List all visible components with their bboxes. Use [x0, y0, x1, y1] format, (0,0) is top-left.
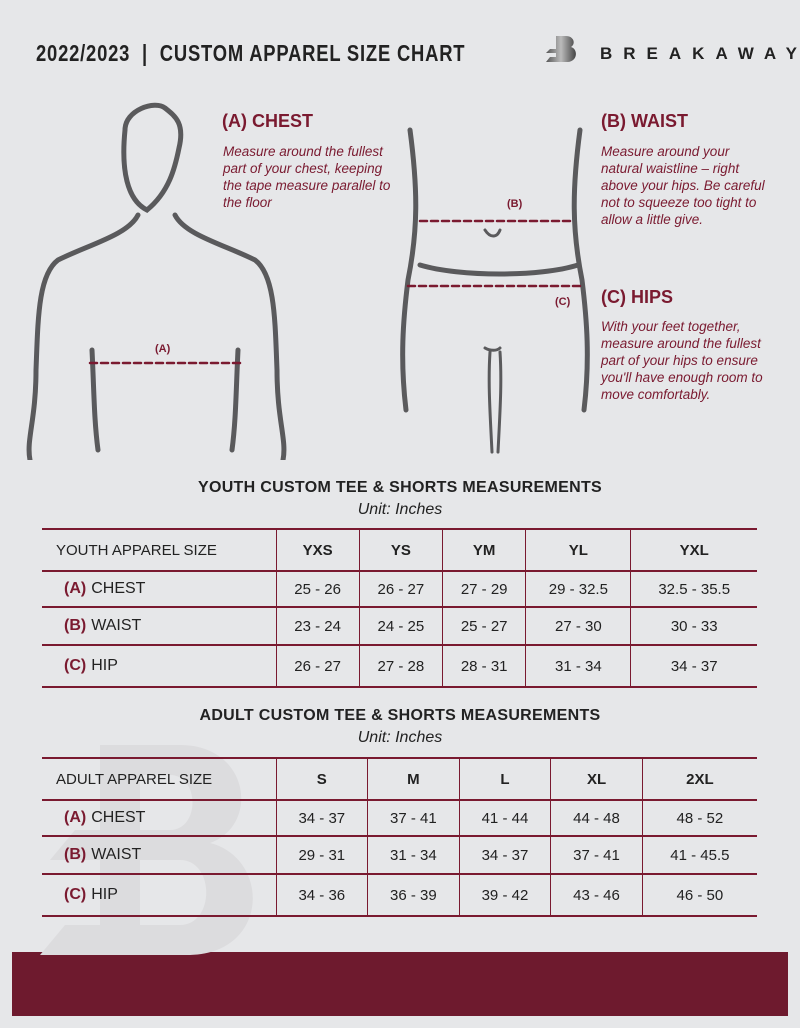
table-header-row: ADULT APPAREL SIZE S M L XL 2XL	[42, 757, 757, 801]
cell: 37 - 41	[550, 836, 643, 875]
page-title: 2022/2023 | CUSTOM APPAREL SIZE CHART	[36, 40, 466, 66]
header-cell: YL	[525, 528, 631, 572]
header-cell: S	[275, 757, 368, 801]
breakaway-b-icon	[546, 36, 576, 62]
cell: 44 - 48	[550, 800, 643, 837]
hips-description: With your feet together, measure around …	[601, 319, 763, 402]
cell: 48 - 52	[641, 800, 757, 837]
table-row: (B) WAIST 23 - 24 24 - 25 25 - 27 27 - 30 30 -…	[42, 607, 757, 646]
row-label: (B) WAIST	[42, 836, 276, 875]
cell: 32.5 - 35.5	[630, 571, 757, 608]
brand-name: BREAKAWAY	[600, 44, 800, 63]
cell: 41 - 44	[458, 800, 551, 837]
row-label: (C) HIP	[42, 645, 276, 688]
chest-marker: (A)	[155, 343, 171, 355]
table-row: (C) HIP 26 - 27 27 - 28 28 - 31 31 - 34 34 - 3…	[42, 645, 757, 688]
cell: 31 - 34	[367, 836, 460, 875]
table-row: (B) WAIST 29 - 31 31 - 34 34 - 37 37 - 41 41 -…	[42, 836, 757, 875]
youth-unit: Unit: Inches	[357, 501, 443, 518]
cell: 43 - 46	[550, 874, 643, 917]
cell: 27 - 29	[442, 571, 526, 608]
hips-marker: (C)	[555, 296, 571, 308]
cell: 34 - 37	[275, 800, 368, 837]
row-label: (B) WAIST	[42, 607, 276, 646]
cell: 34 - 37	[630, 645, 757, 688]
cell: 36 - 39	[367, 874, 460, 917]
waist-marker: (B)	[507, 198, 523, 210]
row-label: (A) CHEST	[42, 571, 276, 608]
cell: 25 - 27	[442, 607, 526, 646]
header-cell: YXL	[630, 528, 757, 572]
header-cell: L	[458, 757, 551, 801]
youth-table-title: YOUTH CUSTOM TEE & SHORTS MEASUREMENTS	[197, 479, 603, 496]
row-label: (C) HIP	[42, 874, 276, 917]
cell: 27 - 28	[358, 645, 443, 688]
cell: 46 - 50	[641, 874, 757, 917]
adult-unit: Unit: Inches	[357, 729, 443, 746]
cell: 37 - 41	[367, 800, 460, 837]
header-cell: M	[367, 757, 460, 801]
row-label: (A) CHEST	[42, 800, 276, 837]
brand-logo: BREAKAWAY	[542, 34, 800, 74]
body-measurement-illustration	[26, 102, 590, 460]
table-row: (A) CHEST 25 - 26 26 - 27 27 - 29 29 - 32.5 32…	[42, 571, 757, 608]
cell: 23 - 24	[275, 607, 360, 646]
footer-band	[12, 952, 788, 1016]
cell: 27 - 30	[525, 607, 631, 646]
table-row: (A) CHEST 34 - 37 37 - 41 41 - 44 44 - 48 48 -…	[42, 800, 757, 837]
header-cell: XL	[550, 757, 643, 801]
cell: 29 - 31	[275, 836, 368, 875]
header-cell: YXS	[275, 528, 360, 572]
cell: 39 - 42	[458, 874, 551, 917]
adult-size-table: ADULT APPAREL SIZE S M L XL 2XL (A) CHEST…	[42, 757, 757, 917]
header-cell: 2XL	[641, 757, 757, 801]
cell: 30 - 33	[630, 607, 757, 646]
chest-heading: (A) CHEST	[222, 111, 313, 131]
cell: 34 - 36	[275, 874, 368, 917]
table-row: (C) HIP 34 - 36 36 - 39 39 - 42 43 - 46 46 - 5…	[42, 874, 757, 917]
youth-size-table: YOUTH APPAREL SIZE YXS YS YM YL YXL (A) C…	[42, 528, 757, 688]
table-header-row: YOUTH APPAREL SIZE YXS YS YM YL YXL	[42, 528, 757, 572]
cell: 24 - 25	[358, 607, 443, 646]
cell: 34 - 37	[458, 836, 551, 875]
cell: 26 - 27	[358, 571, 443, 608]
header-cell: YS	[358, 528, 443, 572]
chest-description: Measure around the fullest part of your …	[223, 144, 391, 210]
hips-heading: (C) HIPS	[601, 287, 673, 307]
cell: 31 - 34	[525, 645, 631, 688]
waist-heading: (B) WAIST	[601, 111, 688, 131]
lower-body-figure	[400, 127, 590, 454]
cell: 28 - 31	[442, 645, 526, 688]
cell: 41 - 45.5	[641, 836, 757, 875]
cell: 25 - 26	[275, 571, 360, 608]
cell: 29 - 32.5	[525, 571, 631, 608]
header-cell: YOUTH APPAREL SIZE	[42, 528, 276, 572]
header-cell: ADULT APPAREL SIZE	[42, 757, 276, 801]
header-cell: YM	[442, 528, 526, 572]
adult-table-title: ADULT CUSTOM TEE & SHORTS MEASUREMENTS	[199, 707, 601, 724]
waist-description: Measure around your natural waistline – …	[601, 144, 765, 227]
cell: 26 - 27	[275, 645, 360, 688]
